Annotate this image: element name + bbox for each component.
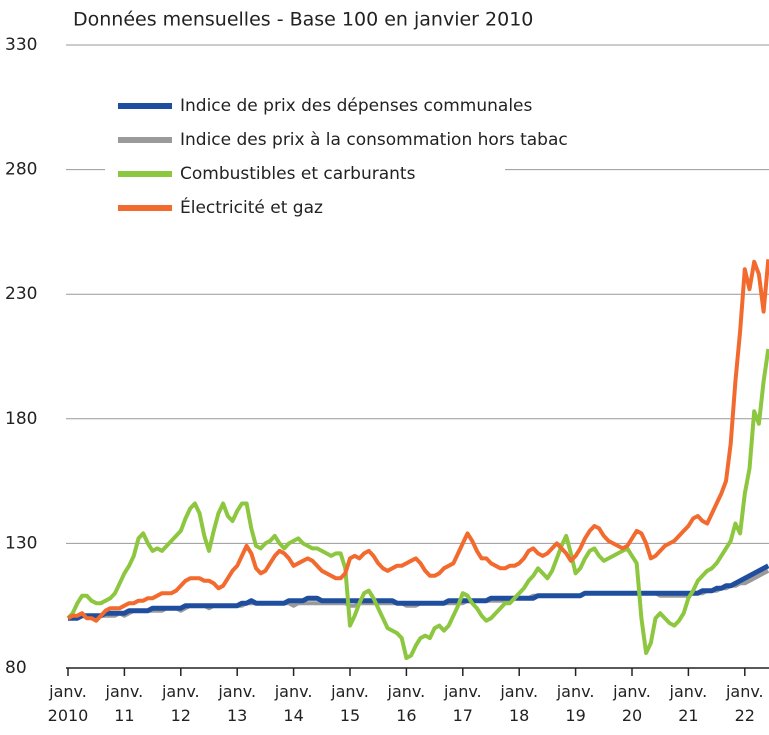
legend-label: Électricité et gaz	[180, 196, 323, 218]
series-line	[66, 348, 769, 660]
y-tick-label: 280	[5, 160, 37, 180]
x-tick-label: janv. 17	[443, 682, 482, 725]
y-tick-label: 180	[5, 409, 37, 429]
legend-box	[105, 88, 505, 224]
x-tick-label: janv. 18	[500, 682, 539, 725]
y-tick-label: 130	[5, 533, 37, 553]
legend-label: Combustibles et carburants	[180, 164, 416, 184]
x-tick-label: janv. 2010	[47, 682, 89, 725]
y-tick-label: 80	[5, 658, 27, 678]
x-tick-label: janv. 15	[331, 682, 369, 725]
x-tick-label: janv. 21	[669, 682, 708, 725]
series-line	[67, 259, 769, 623]
series-line	[68, 563, 769, 621]
x-tick-label: janv. 11	[105, 682, 144, 725]
x-tick-label: janv. 20	[613, 682, 651, 725]
y-tick-label: 330	[5, 35, 37, 55]
x-tick-label: janv. 14	[274, 682, 313, 725]
legend-label: Indice de prix des dépenses communales	[180, 96, 533, 116]
y-tick-label: 230	[5, 284, 37, 304]
chart-title: Données mensuelles - Base 100 en janvier…	[73, 9, 533, 31]
x-tick-label: janv. 19	[556, 682, 595, 725]
legend-label: Indice des prix à la consommation hors t…	[180, 130, 568, 150]
x-tick-label: janv. 16	[387, 682, 426, 725]
x-tick-label: janv. 22	[725, 682, 764, 725]
x-tick-label: janv. 13	[218, 682, 257, 725]
x-tick-label: janv. 12	[161, 682, 200, 725]
